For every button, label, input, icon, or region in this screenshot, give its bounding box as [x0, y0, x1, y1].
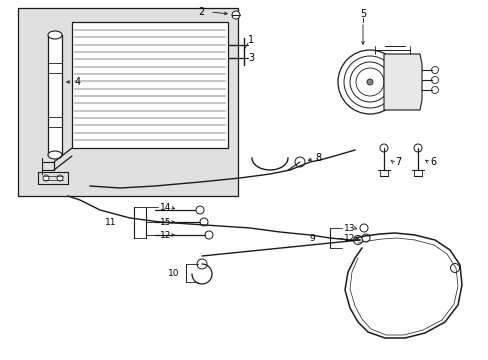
Text: 14: 14 — [160, 202, 171, 212]
Ellipse shape — [48, 151, 62, 159]
Circle shape — [430, 77, 438, 84]
Text: 1: 1 — [247, 35, 254, 45]
Text: 6: 6 — [429, 157, 435, 167]
Text: 3: 3 — [247, 53, 254, 63]
Circle shape — [196, 206, 203, 214]
Text: 2: 2 — [198, 7, 204, 17]
Circle shape — [413, 144, 421, 152]
Ellipse shape — [48, 31, 62, 39]
Text: 10: 10 — [168, 269, 179, 278]
Text: 5: 5 — [359, 9, 366, 19]
Circle shape — [57, 175, 63, 181]
Text: 13: 13 — [343, 224, 355, 233]
Circle shape — [200, 218, 207, 226]
Circle shape — [359, 224, 367, 232]
Circle shape — [231, 11, 240, 19]
Circle shape — [449, 264, 459, 273]
Circle shape — [366, 79, 372, 85]
Circle shape — [294, 157, 305, 167]
Circle shape — [197, 259, 206, 269]
Text: 15: 15 — [160, 217, 171, 226]
Bar — [48, 35, 62, 155]
Text: 7: 7 — [394, 157, 401, 167]
Circle shape — [379, 144, 387, 152]
Circle shape — [353, 235, 362, 244]
Polygon shape — [72, 22, 227, 148]
Circle shape — [43, 175, 49, 181]
Text: 12: 12 — [343, 234, 355, 243]
Bar — [18, 8, 238, 196]
Text: 11: 11 — [105, 217, 116, 226]
Text: 4: 4 — [75, 77, 81, 87]
Circle shape — [204, 231, 213, 239]
Circle shape — [430, 67, 438, 73]
Circle shape — [361, 234, 369, 242]
Text: 12: 12 — [160, 230, 171, 239]
Text: 9: 9 — [308, 234, 314, 243]
Polygon shape — [383, 54, 421, 110]
Circle shape — [430, 86, 438, 94]
Text: 8: 8 — [314, 153, 321, 163]
